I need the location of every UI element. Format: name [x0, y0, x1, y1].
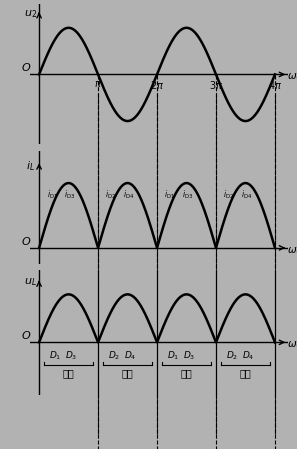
- Text: 导通: 导通: [240, 368, 251, 378]
- Text: $O$: $O$: [21, 62, 31, 74]
- Text: $O$: $O$: [21, 234, 31, 247]
- Text: $D_1$: $D_1$: [167, 349, 180, 361]
- Text: $\omega t$: $\omega t$: [287, 243, 297, 255]
- Text: $2π$: $2π$: [150, 79, 164, 91]
- Text: $O$: $O$: [21, 330, 31, 341]
- Text: $4π$: $4π$: [268, 79, 282, 91]
- Text: 导通: 导通: [122, 368, 133, 378]
- Text: $u_L$: $u_L$: [24, 276, 37, 288]
- Text: $D_4$: $D_4$: [124, 349, 137, 361]
- Text: $i_{\mathrm{D3}}$: $i_{\mathrm{D3}}$: [182, 189, 193, 201]
- Text: $D_2$: $D_2$: [226, 349, 239, 361]
- Text: $i_{\mathrm{D2}}$: $i_{\mathrm{D2}}$: [105, 189, 117, 201]
- Text: $\omega t$: $\omega t$: [287, 69, 297, 81]
- Text: $i_{\mathrm{D4}}$: $i_{\mathrm{D4}}$: [241, 189, 252, 201]
- Text: $D_2$: $D_2$: [108, 349, 121, 361]
- Text: 导通: 导通: [63, 368, 75, 378]
- Text: $D_3$: $D_3$: [65, 349, 78, 361]
- Text: $\omega t$: $\omega t$: [287, 337, 297, 349]
- Text: $i_L$: $i_L$: [26, 159, 35, 172]
- Text: $π$: $π$: [94, 79, 102, 89]
- Text: 导通: 导通: [181, 368, 192, 378]
- Text: $i_{\mathrm{D1}}$: $i_{\mathrm{D1}}$: [47, 189, 58, 201]
- Text: $D_4$: $D_4$: [242, 349, 255, 361]
- Text: $i_{\mathrm{D4}}$: $i_{\mathrm{D4}}$: [123, 189, 134, 201]
- Text: $i_{\mathrm{D3}}$: $i_{\mathrm{D3}}$: [64, 189, 75, 201]
- Text: $3π$: $3π$: [209, 79, 223, 91]
- Text: $i_{\mathrm{D1}}$: $i_{\mathrm{D1}}$: [165, 189, 176, 201]
- Text: $D_1$: $D_1$: [49, 349, 62, 361]
- Text: $D_3$: $D_3$: [183, 349, 196, 361]
- Text: $i_{\mathrm{D2}}$: $i_{\mathrm{D2}}$: [223, 189, 235, 201]
- Text: $u_2$: $u_2$: [24, 8, 37, 20]
